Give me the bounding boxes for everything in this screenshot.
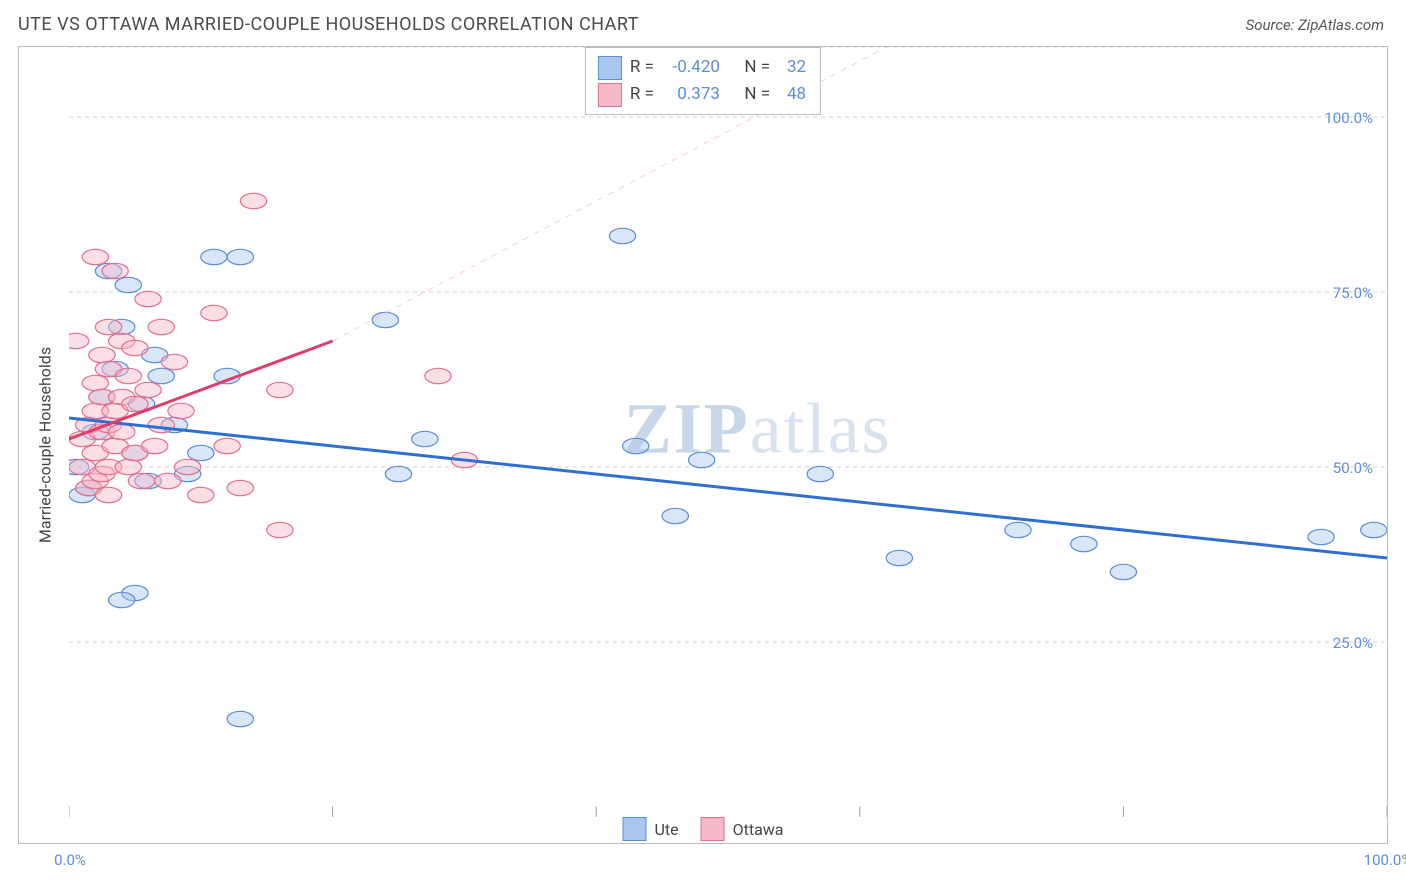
ute-point (201, 249, 227, 264)
ottawa-point (135, 291, 161, 306)
ute-trendline (69, 418, 1387, 558)
ottawa-point (69, 333, 89, 348)
ottawa-point (155, 473, 181, 488)
ute-point (807, 466, 833, 481)
ottawa-point (95, 319, 121, 334)
legend: Ute Ottawa (623, 817, 784, 843)
y-tick-label: 25.0% (1333, 634, 1373, 652)
scatter-plot (69, 47, 1387, 817)
ottawa-point (89, 347, 115, 362)
ute-point (115, 277, 141, 292)
stats-row-ute: R =-0.420 N =32 (598, 54, 806, 81)
ottawa-point (267, 522, 293, 537)
legend-item-ute: Ute (623, 817, 679, 841)
ute-point (227, 249, 253, 264)
chart-title: UTE VS OTTAWA MARRIED-COUPLE HOUSEHOLDS … (18, 14, 639, 35)
n-value: 48 (778, 81, 806, 108)
ottawa-point (128, 473, 154, 488)
ute-point (623, 438, 649, 453)
ute-point (412, 431, 438, 446)
ute-point (1308, 529, 1334, 544)
legend-item-ottawa: Ottawa (701, 817, 784, 841)
ottawa-point (174, 459, 200, 474)
ute-point (372, 312, 398, 327)
legend-label: Ottawa (733, 820, 784, 839)
ute-point (1071, 536, 1097, 551)
ute-point (109, 592, 135, 607)
ottawa-swatch-icon (598, 83, 622, 107)
ottawa-swatch-icon (701, 817, 725, 841)
y-axis-label: Married-couple Households (36, 347, 55, 543)
ottawa-point (148, 417, 174, 432)
ottawa-point (201, 305, 227, 320)
ottawa-point (115, 368, 141, 383)
ute-point (662, 508, 688, 523)
x-tick-label: 100.0% (1364, 851, 1406, 869)
ute-swatch-icon (623, 817, 647, 841)
ute-point (886, 550, 912, 565)
ute-point (385, 466, 411, 481)
ute-point (609, 228, 635, 243)
ottawa-point (102, 263, 128, 278)
ottawa-point (122, 396, 148, 411)
ottawa-point (82, 375, 108, 390)
ottawa-point (115, 459, 141, 474)
ute-swatch-icon (598, 56, 622, 80)
ottawa-point (161, 354, 187, 369)
ottawa-point (122, 340, 148, 355)
ottawa-point (240, 193, 266, 208)
legend-label: Ute (655, 820, 679, 839)
r-value: -0.420 (662, 54, 720, 81)
stats-row-ottawa: R =0.373 N =48 (598, 81, 806, 108)
ute-point (148, 368, 174, 383)
ottawa-point (425, 368, 451, 383)
y-tick-label: 100.0% (1324, 109, 1373, 127)
ute-point (1361, 522, 1387, 537)
r-value: 0.373 (662, 81, 720, 108)
stats-box: R =-0.420 N =32R =0.373 N =48 (585, 47, 821, 115)
ottawa-point (227, 480, 253, 495)
ottawa-point (168, 403, 194, 418)
ottawa-point (267, 382, 293, 397)
ottawa-point (109, 424, 135, 439)
ottawa-point (135, 382, 161, 397)
ottawa-point (148, 319, 174, 334)
ottawa-point (188, 487, 214, 502)
ute-point (188, 445, 214, 460)
ute-point (688, 452, 714, 467)
ottawa-point (95, 487, 121, 502)
n-value: 32 (778, 54, 806, 81)
ute-point (227, 711, 253, 726)
ottawa-point (82, 249, 108, 264)
y-tick-label: 50.0% (1333, 459, 1373, 477)
x-tick-label: 0.0% (54, 851, 86, 869)
ute-point (1110, 564, 1136, 579)
source-label: Source: ZipAtlas.com (1246, 16, 1384, 34)
plot-frame: Married-couple Households ZIPatlas 25.0%… (18, 46, 1388, 844)
ottawa-point (214, 438, 240, 453)
ottawa-point (141, 438, 167, 453)
ute-point (1005, 522, 1031, 537)
y-tick-label: 75.0% (1333, 284, 1373, 302)
